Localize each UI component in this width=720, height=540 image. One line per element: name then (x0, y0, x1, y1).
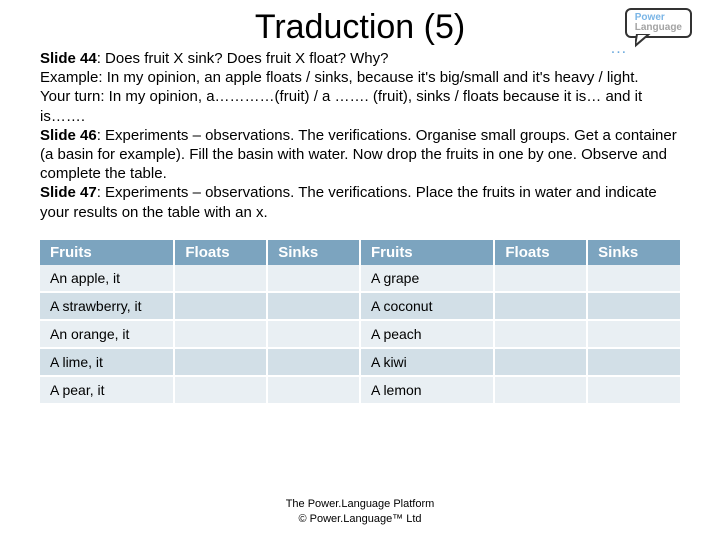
slide44-label: Slide 44 (40, 50, 97, 67)
th-fruits-2: Fruits (360, 240, 494, 265)
table-row: An apple, it A grape (40, 265, 680, 292)
cell-fruit-left: A strawberry, it (40, 292, 174, 320)
cell-fruit-left: A pear, it (40, 376, 174, 404)
cell-floats (174, 292, 267, 320)
table-row: A strawberry, it A coconut (40, 292, 680, 320)
cell-fruit-left: An apple, it (40, 265, 174, 292)
cell-sinks (267, 320, 360, 348)
cell-sinks (587, 265, 680, 292)
fruits-table: Fruits Floats Sinks Fruits Floats Sinks … (40, 240, 680, 405)
cell-fruit-left: An orange, it (40, 320, 174, 348)
table-row: A lime, it A kiwi (40, 348, 680, 376)
th-floats-1: Floats (174, 240, 267, 265)
th-floats-2: Floats (494, 240, 587, 265)
cell-floats (494, 265, 587, 292)
slide47-text: : Experiments – observations. The verifi… (40, 184, 657, 220)
cell-floats (174, 265, 267, 292)
cell-fruit-right: A coconut (360, 292, 494, 320)
cell-floats (494, 292, 587, 320)
cell-floats (174, 376, 267, 404)
th-sinks-2: Sinks (587, 240, 680, 265)
th-fruits-1: Fruits (40, 240, 174, 265)
table-header-row: Fruits Floats Sinks Fruits Floats Sinks (40, 240, 680, 265)
cell-fruit-right: A kiwi (360, 348, 494, 376)
slide47-label: Slide 47 (40, 184, 97, 201)
cell-fruit-left: A lime, it (40, 348, 174, 376)
slide46-label: Slide 46 (40, 127, 97, 144)
body-text: Slide 44: Does fruit X sink? Does fruit … (0, 47, 720, 222)
cell-floats (494, 320, 587, 348)
logo-line2: Language (635, 23, 682, 33)
cell-floats (494, 348, 587, 376)
cell-fruit-right: A lemon (360, 376, 494, 404)
cell-floats (174, 348, 267, 376)
cell-sinks (587, 376, 680, 404)
slide46-text: : Experiments – observations. The verifi… (40, 127, 677, 182)
table-row: A pear, it A lemon (40, 376, 680, 404)
th-sinks-1: Sinks (267, 240, 360, 265)
cell-sinks (267, 292, 360, 320)
slide44-text: : Does fruit X sink? Does fruit X float?… (97, 50, 389, 67)
cell-sinks (587, 348, 680, 376)
power-language-logo: Power Language ... (625, 8, 692, 38)
page-title: Traduction (5) (255, 8, 465, 47)
footer-line1: The Power.Language Platform (0, 497, 720, 511)
cell-floats (174, 320, 267, 348)
cell-sinks (587, 320, 680, 348)
cell-fruit-right: A grape (360, 265, 494, 292)
cell-sinks (587, 292, 680, 320)
footer-line2: © Power.Language™ Ltd (0, 512, 720, 526)
example-text: Example: In my opinion, an apple floats … (40, 69, 639, 86)
cell-sinks (267, 348, 360, 376)
table-row: An orange, it A peach (40, 320, 680, 348)
yourturn-text: Your turn: In my opinion, a…………(fruit) /… (40, 88, 642, 124)
logo-dots: ... (611, 40, 627, 58)
cell-floats (494, 376, 587, 404)
cell-sinks (267, 265, 360, 292)
footer: The Power.Language Platform © Power.Lang… (0, 497, 720, 526)
cell-fruit-right: A peach (360, 320, 494, 348)
speech-tail-icon (635, 34, 653, 48)
cell-sinks (267, 376, 360, 404)
